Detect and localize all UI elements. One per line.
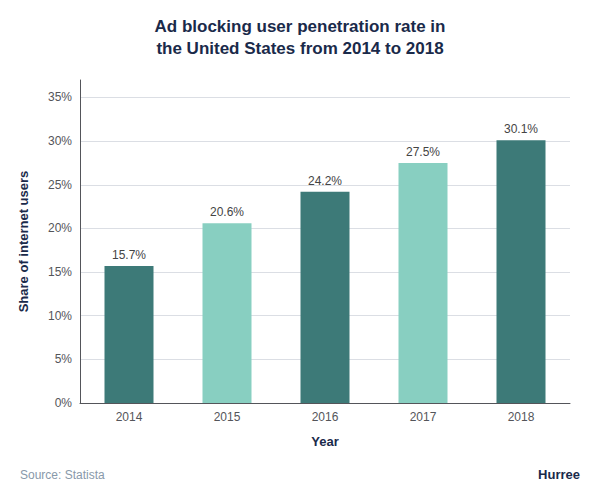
svg-text:35%: 35% <box>48 90 72 104</box>
svg-text:5%: 5% <box>55 352 73 366</box>
svg-text:25%: 25% <box>48 178 72 192</box>
svg-text:Hurree: Hurree <box>538 467 580 482</box>
svg-text:2018: 2018 <box>508 410 535 424</box>
svg-text:10%: 10% <box>48 309 72 323</box>
svg-text:2016: 2016 <box>312 410 339 424</box>
svg-text:20%: 20% <box>48 221 72 235</box>
svg-text:0%: 0% <box>55 396 73 410</box>
svg-text:24.2%: 24.2% <box>308 174 342 188</box>
svg-text:20.6%: 20.6% <box>210 205 244 219</box>
svg-text:30%: 30% <box>48 134 72 148</box>
svg-text:30.1%: 30.1% <box>504 122 538 136</box>
svg-text:2017: 2017 <box>410 410 437 424</box>
svg-text:Source: Statista: Source: Statista <box>20 468 105 482</box>
svg-text:2014: 2014 <box>116 410 143 424</box>
svg-text:2015: 2015 <box>214 410 241 424</box>
svg-text:15.7%: 15.7% <box>112 248 146 262</box>
svg-text:15%: 15% <box>48 265 72 279</box>
svg-text:Share of internet users: Share of internet users <box>16 171 31 313</box>
svg-text:27.5%: 27.5% <box>406 145 440 159</box>
svg-text:Year: Year <box>311 434 338 449</box>
svg-text:Ad blocking user penetration r: Ad blocking user penetration rate in <box>155 17 446 36</box>
svg-text:the United States from 2014 to: the United States from 2014 to 2018 <box>156 39 443 58</box>
